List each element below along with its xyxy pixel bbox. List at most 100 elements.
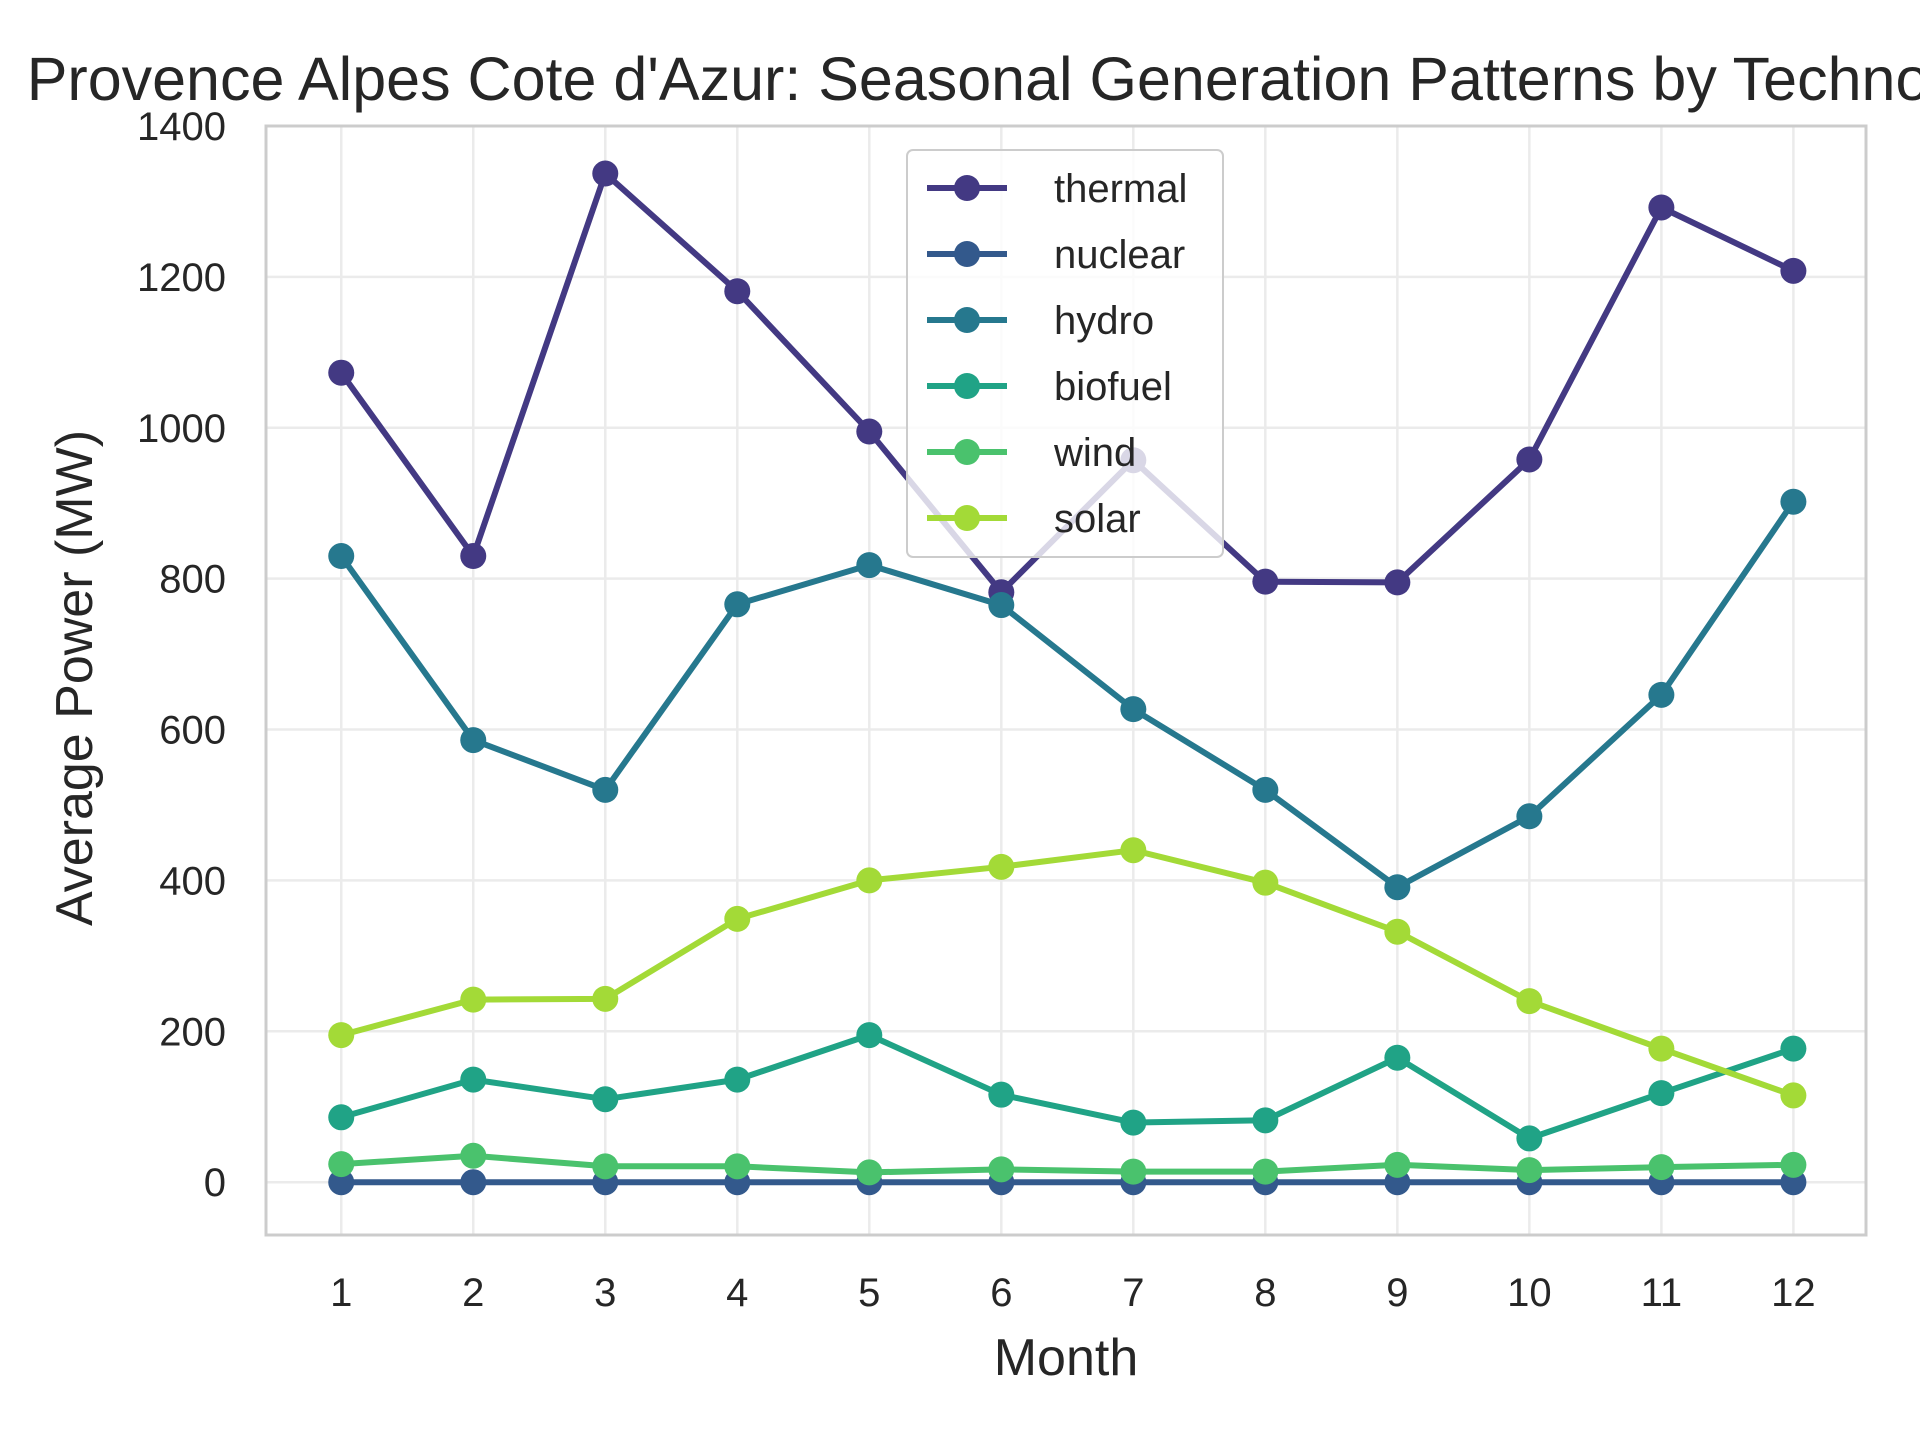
legend-swatch-marker (954, 175, 980, 201)
x-tick-label: 6 (990, 1271, 1012, 1315)
data-point-biofuel (1252, 1107, 1279, 1134)
data-point-wind (1516, 1157, 1543, 1184)
data-point-solar (592, 985, 619, 1012)
data-point-solar (1252, 869, 1279, 896)
data-point-hydro (1648, 681, 1675, 708)
data-point-thermal (592, 160, 619, 187)
legend-box (906, 149, 1224, 558)
data-point-biofuel (988, 1081, 1015, 1108)
data-point-solar (328, 1022, 355, 1049)
legend-item: thermal (927, 167, 1187, 211)
y-tick-label: 600 (159, 709, 226, 753)
data-point-hydro (1252, 776, 1279, 803)
y-axis-label: Average Power (MW) (46, 430, 104, 926)
legend-item: wind (927, 431, 1136, 475)
data-point-solar (1516, 988, 1543, 1015)
data-point-hydro (856, 552, 883, 579)
data-point-biofuel (1780, 1035, 1807, 1062)
data-point-solar (856, 867, 883, 894)
y-tick-label: 200 (159, 1010, 226, 1054)
data-point-hydro (1780, 488, 1807, 515)
data-point-wind (1384, 1151, 1411, 1178)
data-point-biofuel (328, 1104, 355, 1131)
legend-swatch-marker (954, 373, 980, 399)
series-line-wind (338, 1152, 1797, 1176)
plot-area: 1 2 3 4 5 6 7 8 9 10 11 120200400600800100012001400… (137, 105, 1868, 1315)
data-point-thermal (1516, 446, 1543, 473)
y-tick-label: 1200 (137, 256, 226, 300)
plot-frame (264, 124, 1868, 1237)
data-point-biofuel (1648, 1080, 1675, 1107)
data-point-hydro (724, 591, 751, 618)
data-point-biofuel (1516, 1125, 1543, 1152)
chart-title: Provence Alpes Cote d'Azur: Seasonal Gen… (27, 45, 1920, 113)
legend-label: nuclear (1054, 233, 1185, 277)
y-tick-label: 1400 (137, 105, 226, 149)
data-point-thermal (328, 359, 355, 386)
data-point-hydro (460, 727, 487, 754)
legend-label: thermal (1054, 167, 1187, 211)
data-point-hydro (328, 543, 355, 570)
x-axis-label: Month (994, 1329, 1139, 1387)
x-tick-label: 9 (1386, 1271, 1408, 1315)
x-tick-label: 12 (1771, 1271, 1816, 1315)
data-point-wind (328, 1151, 355, 1178)
x-tick-label: 5 (858, 1271, 880, 1315)
data-point-thermal (1384, 569, 1411, 596)
data-point-solar (460, 986, 487, 1013)
data-point-wind (460, 1142, 487, 1169)
data-point-wind (592, 1153, 619, 1180)
y-tick-label: 0 (204, 1161, 226, 1205)
data-point-wind (1120, 1158, 1147, 1185)
legend-item: biofuel (927, 365, 1172, 409)
data-point-thermal (460, 543, 487, 570)
data-point-wind (724, 1153, 751, 1180)
data-point-thermal (856, 418, 883, 445)
x-tick-label: 7 (1122, 1271, 1144, 1315)
data-point-biofuel (592, 1086, 619, 1113)
data-point-thermal (724, 278, 751, 305)
y-tick-label: 800 (159, 558, 226, 602)
data-point-solar (724, 905, 751, 932)
x-tick-label: 1 (330, 1271, 352, 1315)
data-point-hydro (1516, 803, 1543, 830)
data-point-wind (1648, 1154, 1675, 1181)
legend-item: nuclear (927, 233, 1185, 277)
series-line-solar (338, 847, 1797, 1099)
series-wind (328, 1142, 1807, 1186)
data-point-thermal (1780, 257, 1807, 284)
data-point-wind (1780, 1151, 1807, 1178)
data-point-wind (1252, 1158, 1279, 1185)
legend-swatch-marker (954, 439, 980, 465)
data-point-biofuel (460, 1066, 487, 1093)
x-tick-label: 4 (726, 1271, 748, 1315)
x-tick-label: 11 (1641, 1271, 1683, 1315)
x-tick-label: 10 (1507, 1271, 1552, 1315)
data-point-solar (988, 853, 1015, 880)
series-biofuel (328, 1022, 1807, 1152)
legend-label: solar (1054, 497, 1141, 541)
legend-label: wind (1053, 431, 1136, 475)
legend-swatch-marker (954, 505, 980, 531)
legend-label: biofuel (1054, 365, 1172, 409)
data-point-solar (1384, 918, 1411, 945)
series-solar (328, 837, 1807, 1109)
legend: thermal nuclear hydro biofuel wind solar (906, 149, 1224, 558)
data-point-biofuel (856, 1022, 883, 1049)
y-tick-label: 1000 (137, 407, 226, 451)
x-tick-label: 8 (1254, 1271, 1276, 1315)
data-point-biofuel (724, 1066, 751, 1093)
legend-item: hydro (927, 299, 1154, 343)
y-tick-label: 400 (159, 859, 226, 903)
data-point-nuclear (460, 1169, 487, 1196)
data-point-hydro (1384, 874, 1411, 901)
data-point-solar (1780, 1082, 1807, 1109)
data-point-nuclear (328, 1169, 355, 1196)
data-point-solar (1120, 837, 1147, 864)
series-hydro (328, 488, 1807, 901)
series-line-biofuel (338, 1032, 1797, 1142)
x-tick-label: 2 (462, 1271, 484, 1315)
legend-item: solar (927, 497, 1141, 541)
